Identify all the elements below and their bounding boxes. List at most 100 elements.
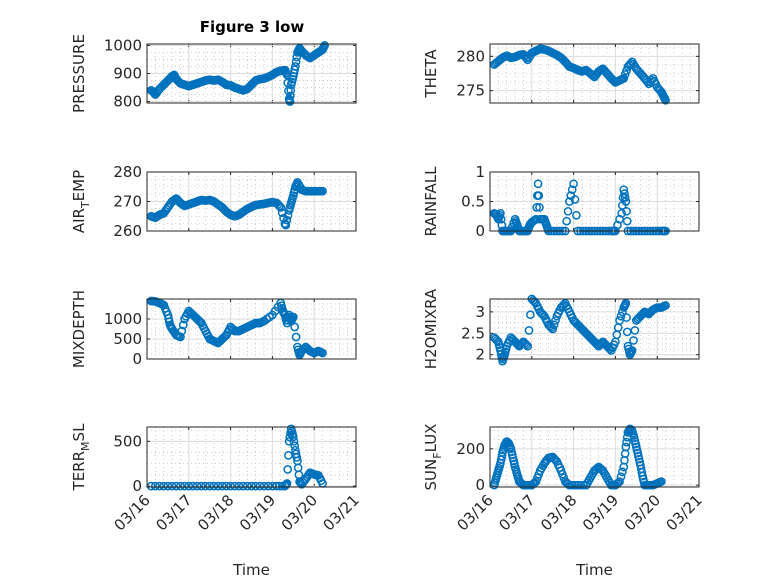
data-point <box>291 62 300 71</box>
axes-box <box>489 171 700 232</box>
data-point <box>286 86 296 95</box>
data-point <box>621 298 631 308</box>
y-axis-label: PRESSURE <box>70 34 88 113</box>
data-point <box>567 480 577 490</box>
data-point <box>155 481 164 491</box>
data-point <box>292 52 302 62</box>
data-point <box>230 481 240 491</box>
data-point <box>159 481 169 491</box>
data-point <box>285 97 295 106</box>
data-point <box>620 189 629 198</box>
axes-box <box>489 426 700 488</box>
data-point <box>524 326 534 335</box>
data-point <box>272 481 281 491</box>
data-point <box>213 481 223 491</box>
data-point <box>286 91 295 101</box>
series-points <box>146 177 327 230</box>
series-points <box>146 41 329 106</box>
panel-air_temp: 260 270 280 AIRTEMP <box>70 163 357 240</box>
data-point <box>496 214 506 224</box>
panel-h2omixra: 2 2.5 3 H2OMIXRA <box>422 288 700 369</box>
data-point <box>171 481 181 491</box>
y-tick-label: 0 <box>475 222 485 240</box>
y-tick-label: 260 <box>113 222 142 240</box>
data-point <box>318 186 327 196</box>
data-point <box>616 311 626 321</box>
data-point <box>283 465 293 474</box>
data-point <box>178 320 188 330</box>
series-points <box>146 296 327 360</box>
y-axis-label: SUNFLUX <box>422 424 444 491</box>
y-tick-label: 1 <box>475 163 485 181</box>
data-point <box>551 316 560 325</box>
y-tick-label: 1000 <box>104 36 142 54</box>
data-point <box>192 481 202 491</box>
y-tick-label: 900 <box>113 65 142 83</box>
data-point <box>523 341 532 351</box>
data-point <box>205 481 215 491</box>
panel-pressure: 800 900 1000 PRESSURE <box>70 34 357 113</box>
y-tick-label: 0 <box>132 477 142 495</box>
data-point <box>176 332 185 342</box>
data-point <box>176 481 185 491</box>
data-point <box>318 348 327 358</box>
data-point <box>201 481 210 491</box>
y-tick-label: 2.5 <box>461 324 485 342</box>
y-tick-label: 500 <box>113 330 142 348</box>
data-point <box>532 203 542 212</box>
data-point <box>521 340 531 350</box>
data-point <box>618 307 627 317</box>
y-axis-label: MIXDEPTH <box>70 290 88 368</box>
data-point <box>549 320 559 330</box>
data-point <box>497 451 507 461</box>
series-points <box>489 294 670 366</box>
data-point <box>291 57 301 67</box>
data-point <box>573 480 583 490</box>
data-point <box>565 197 574 206</box>
data-point <box>290 441 300 451</box>
data-point <box>565 480 574 490</box>
y-tick-label: 0 <box>475 476 485 494</box>
y-axis-label: H2OMIXRA <box>422 288 440 369</box>
data-point <box>320 41 329 50</box>
series-points <box>489 179 670 236</box>
data-point <box>247 481 256 491</box>
data-point <box>180 481 189 491</box>
data-point <box>255 481 265 491</box>
data-point <box>570 480 580 490</box>
x-axis-label: Time <box>232 561 270 579</box>
data-point <box>621 442 631 452</box>
data-point <box>226 481 235 491</box>
series-points <box>489 424 666 490</box>
y-tick-label: 275 <box>456 82 485 100</box>
data-point <box>661 301 670 310</box>
axes-box <box>146 43 357 104</box>
data-point <box>629 336 638 345</box>
data-point <box>534 191 544 200</box>
data-point <box>563 206 573 216</box>
data-point <box>196 481 206 491</box>
data-point <box>167 481 177 491</box>
data-point <box>616 472 626 482</box>
panel-mixdepth: 0 500 1000 MIXDEPTH <box>70 290 357 368</box>
data-point <box>276 203 286 212</box>
axes-box <box>146 171 357 232</box>
data-point <box>526 310 535 320</box>
data-point <box>222 481 231 491</box>
data-point <box>234 481 244 491</box>
y-tick-label: 3 <box>475 303 485 321</box>
data-point <box>184 481 194 491</box>
data-point <box>615 477 624 486</box>
data-point <box>569 179 578 189</box>
data-point <box>657 477 666 486</box>
data-point <box>572 210 581 220</box>
data-point <box>538 310 548 320</box>
axes-box <box>489 298 700 360</box>
data-point <box>292 453 302 462</box>
y-axis-label: TERRMSL <box>70 423 92 492</box>
data-point <box>621 197 631 206</box>
y-tick-label: 270 <box>113 193 142 211</box>
y-axis-label: RAINFALL <box>422 166 440 237</box>
data-point <box>263 481 273 491</box>
